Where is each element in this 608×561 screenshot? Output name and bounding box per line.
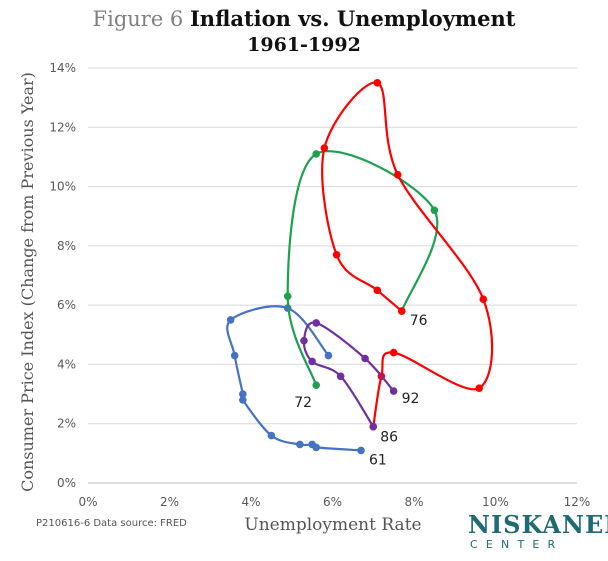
- x-tick-label: 8%: [404, 495, 423, 509]
- annotation-label: 61: [369, 452, 387, 468]
- x-tick-label: 0%: [78, 495, 97, 509]
- series-1984-1992: [300, 319, 398, 431]
- data-point: [332, 250, 341, 259]
- annotation-label: 72: [294, 395, 312, 411]
- data-point: [230, 351, 239, 360]
- data-point: [239, 396, 247, 404]
- y-tick-label: 2%: [57, 417, 76, 431]
- data-point: [312, 150, 321, 158]
- x-tick-label: 12%: [564, 495, 591, 509]
- x-tick-label: 2%: [160, 495, 179, 509]
- series-line: [321, 81, 494, 428]
- x-tick-label: 10%: [482, 495, 509, 509]
- data-point: [479, 295, 488, 304]
- y-tick-label: 6%: [57, 298, 76, 312]
- data-point: [283, 292, 292, 301]
- figure-title: Inflation vs. Unemployment: [189, 6, 516, 31]
- source-note: P210616-6 Data source: FRED: [36, 518, 187, 529]
- y-tick-label: 12%: [49, 120, 76, 134]
- data-point: [300, 336, 308, 345]
- data-point: [373, 286, 382, 295]
- figure-label: Figure 6: [92, 7, 184, 31]
- data-point: [308, 440, 316, 449]
- data-point: [308, 357, 316, 366]
- y-axis-label: Consumer Price Index (Change from Previo…: [18, 72, 37, 492]
- axes: 0% 2% 4% 6% 8% 10% 12% 14% 0% 2% 4% 6% 8% 10% 12%: [49, 61, 590, 509]
- data-point: [475, 384, 484, 392]
- x-tick-label: 6%: [323, 495, 342, 509]
- data-point: [369, 422, 378, 431]
- y-tick-label: 14%: [49, 61, 76, 75]
- data-point: [397, 307, 406, 315]
- data-point: [357, 446, 365, 455]
- data-point: [373, 79, 382, 87]
- x-tick-label: 4%: [241, 495, 260, 509]
- data-point: [312, 381, 321, 389]
- logo-subtitle: CENTER: [470, 538, 564, 551]
- data-point: [430, 206, 439, 215]
- annotation-label: 86: [380, 430, 398, 446]
- data-point: [336, 372, 345, 381]
- data-point: [239, 390, 247, 398]
- data-point: [389, 387, 398, 395]
- data-point: [324, 351, 333, 360]
- chart-title: Figure 6 Inflation vs. Unemployment: [0, 6, 608, 31]
- series-1972-1983: [320, 79, 494, 431]
- data-point: [393, 170, 402, 179]
- series-group: [226, 79, 494, 455]
- logo-wordmark: NISKANEN: [468, 510, 608, 539]
- x-axis-label: Unemployment Rate: [244, 515, 421, 535]
- annotation-label: 76: [410, 313, 428, 329]
- data-point: [389, 348, 398, 357]
- y-tick-label: 10%: [49, 180, 76, 194]
- data-point: [267, 431, 276, 440]
- data-point: [320, 144, 329, 152]
- series-1970-1972: [283, 150, 439, 389]
- chart-subtitle: 1961-1992: [247, 34, 361, 56]
- data-point: [296, 440, 304, 449]
- series-1961-1969: [226, 304, 365, 455]
- y-tick-label: 0%: [57, 476, 76, 490]
- annotation-label: 92: [402, 391, 420, 407]
- y-tick-label: 4%: [57, 357, 76, 371]
- data-point: [312, 319, 321, 327]
- y-tick-label: 8%: [57, 239, 76, 253]
- gridlines: [88, 67, 577, 484]
- annotations: 61 72 76 86 92: [294, 313, 427, 468]
- data-point: [361, 354, 369, 363]
- data-point: [226, 316, 235, 324]
